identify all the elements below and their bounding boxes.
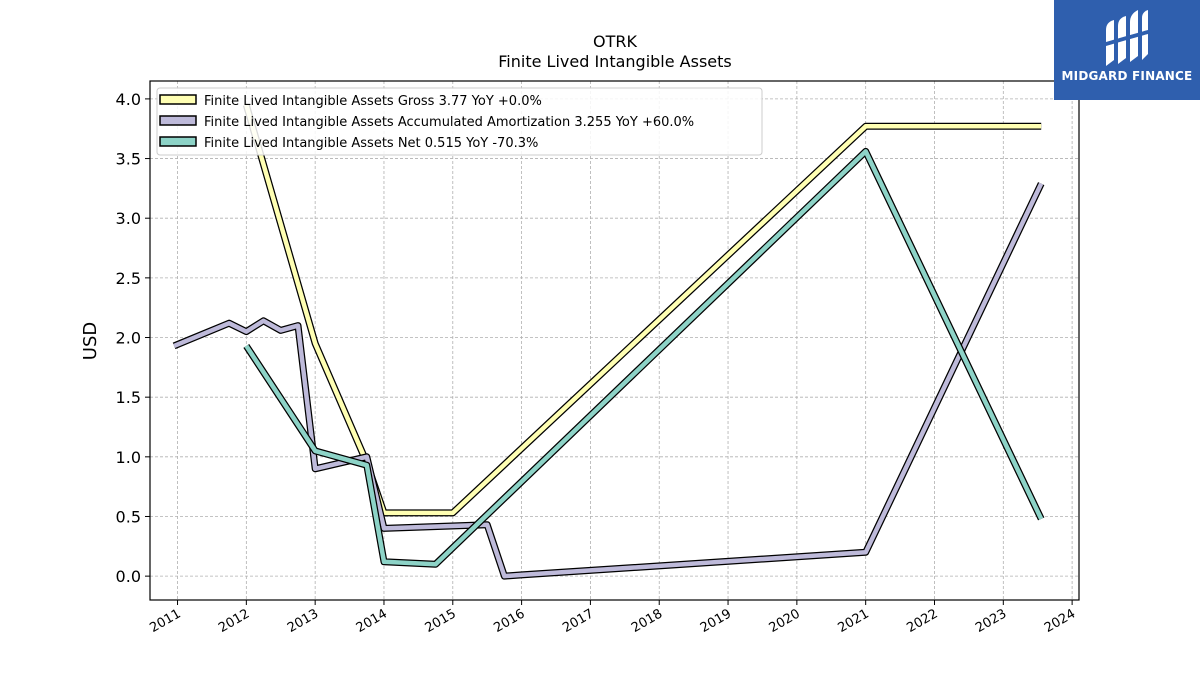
y-tick-label: 3.5 bbox=[116, 150, 141, 169]
y-tick-label: 0.5 bbox=[116, 507, 141, 526]
x-tick-label: 2016 bbox=[491, 606, 527, 636]
series-line bbox=[244, 104, 1042, 516]
y-axis-label: USD bbox=[80, 322, 101, 360]
grid-lines bbox=[150, 81, 1079, 600]
series-line bbox=[244, 149, 1044, 567]
legend-label: Finite Lived Intangible Assets Net 0.515… bbox=[204, 136, 538, 151]
y-axis: 0.0 0.5 1.0 1.5 2.0 2.5 3.0 3.5 4.0 bbox=[116, 90, 150, 586]
x-axis: 2011 2012 2013 2014 2015 2016 2017 2018 2019 2020… bbox=[147, 600, 1078, 636]
chart-subtitle: Finite Lived Intangible Assets bbox=[498, 52, 731, 71]
y-tick-label: 1.5 bbox=[116, 388, 141, 407]
x-tick-label: 2023 bbox=[973, 606, 1009, 636]
legend-box bbox=[156, 87, 763, 156]
legend-swatch bbox=[159, 115, 197, 126]
legend-label: Finite Lived Intangible Assets Gross 3.7… bbox=[204, 94, 542, 109]
series-line bbox=[173, 182, 1044, 579]
plot-area-frame bbox=[149, 80, 1080, 601]
legend: Finite Lived Intangible Assets Gross 3.7… bbox=[156, 87, 763, 156]
series-line-outline bbox=[243, 147, 1045, 568]
series-lines bbox=[172, 103, 1045, 580]
brand-logo-text: MIDGARD FINANCE bbox=[1061, 69, 1193, 83]
x-tick-label: 2012 bbox=[216, 606, 252, 636]
brand-logo-mark bbox=[1106, 10, 1148, 66]
x-tick-label: 2018 bbox=[629, 606, 665, 636]
y-tick-label: 3.0 bbox=[116, 209, 141, 228]
x-tick-label: 2011 bbox=[147, 606, 183, 636]
x-tick-label: 2021 bbox=[836, 606, 872, 636]
legend-swatch bbox=[159, 136, 197, 147]
x-tick-label: 2015 bbox=[423, 606, 459, 636]
chart-title: OTRK bbox=[593, 32, 637, 51]
legend-swatch bbox=[159, 94, 197, 105]
y-tick-label: 1.0 bbox=[116, 448, 141, 467]
x-tick-label: 2024 bbox=[1042, 606, 1078, 636]
x-tick-label: 2022 bbox=[904, 606, 940, 636]
y-tick-label: 2.0 bbox=[116, 329, 141, 348]
brand-logo: MIDGARD FINANCE bbox=[1054, 0, 1200, 100]
series-line-outline bbox=[242, 103, 1042, 517]
x-tick-label: 2014 bbox=[354, 606, 390, 636]
y-tick-label: 0.0 bbox=[116, 567, 141, 586]
legend-label: Finite Lived Intangible Assets Accumulat… bbox=[204, 115, 694, 130]
y-tick-label: 2.5 bbox=[116, 269, 141, 288]
y-tick-label: 4.0 bbox=[116, 90, 141, 109]
x-tick-label: 2017 bbox=[560, 606, 596, 636]
x-tick-label: 2020 bbox=[767, 606, 803, 636]
x-tick-label: 2013 bbox=[285, 606, 321, 636]
x-tick-label: 2019 bbox=[698, 606, 734, 636]
